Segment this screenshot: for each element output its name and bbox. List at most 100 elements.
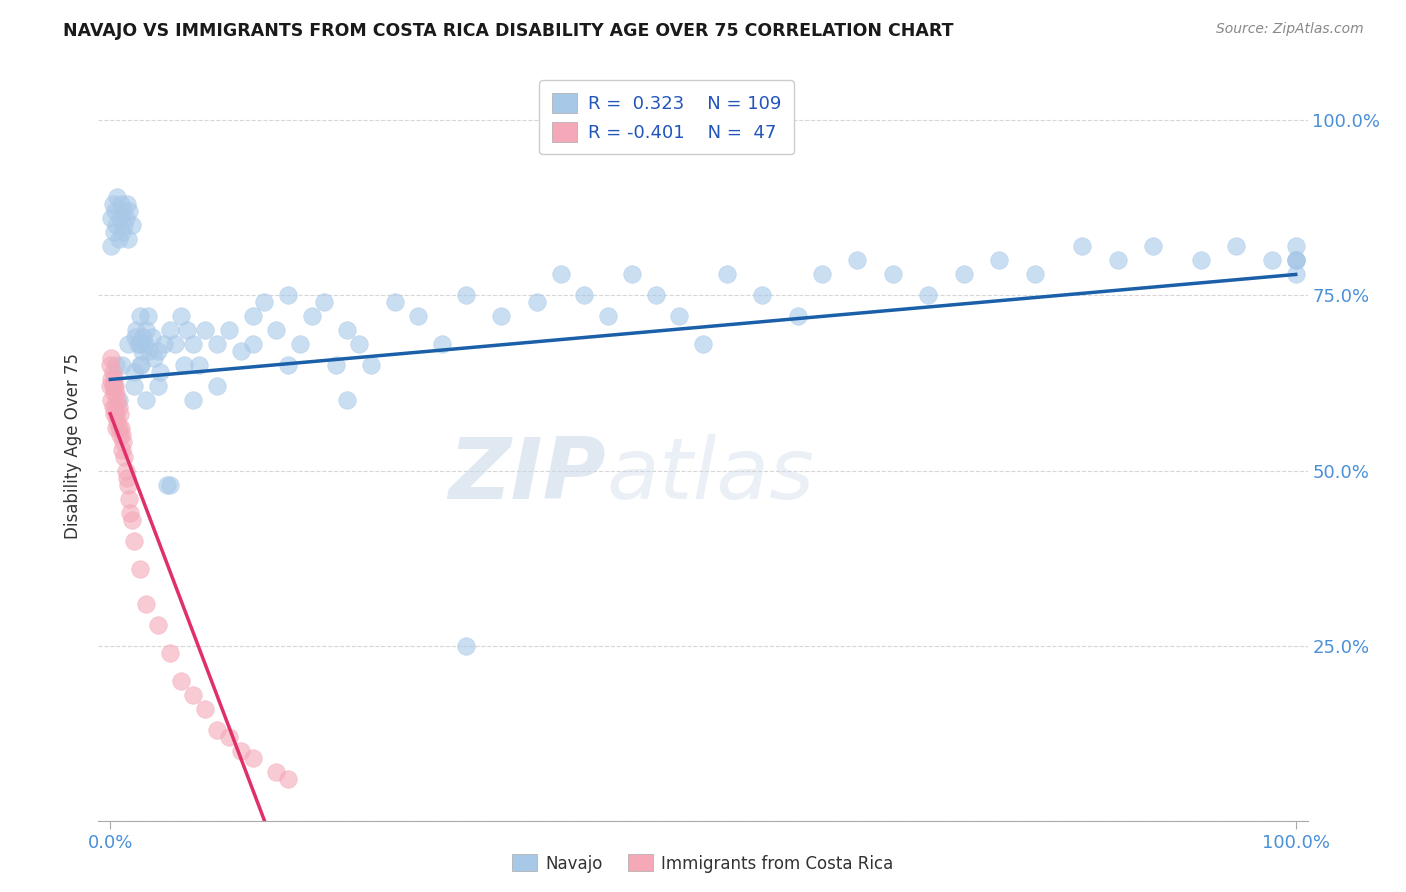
Point (105, 386, 128, 401)
Point (644, 288, 666, 302)
Point (100, 372, 122, 386)
Point (100, 211, 122, 226)
Point (105, 408, 128, 422)
Point (111, 428, 134, 442)
Point (165, 337, 187, 351)
Point (181, 337, 204, 351)
Point (301, 310, 323, 324)
Point (105, 393, 128, 408)
Point (149, 366, 172, 380)
Point (810, 268, 832, 282)
Point (194, 701, 217, 715)
Point (146, 344, 169, 359)
Point (108, 211, 131, 226)
Point (170, 673, 193, 688)
Point (264, 323, 287, 337)
Legend: R =  0.323    N = 109, R = -0.401    N =  47: R = 0.323 N = 109, R = -0.401 N = 47 (540, 80, 794, 154)
Point (104, 379, 127, 393)
Point (115, 197, 138, 211)
Point (122, 366, 145, 380)
Point (253, 295, 276, 310)
Point (668, 310, 690, 324)
Point (325, 359, 347, 373)
Point (205, 723, 228, 737)
Point (122, 379, 145, 393)
Point (205, 379, 228, 393)
Point (122, 533, 145, 548)
Point (110, 421, 132, 435)
Point (336, 323, 359, 337)
Point (692, 337, 714, 351)
Text: ZIP: ZIP (449, 434, 606, 517)
Point (115, 470, 138, 484)
Point (100, 239, 122, 253)
Point (121, 512, 143, 526)
Point (114, 463, 136, 477)
Point (146, 617, 169, 632)
Point (550, 268, 572, 282)
Point (138, 344, 160, 359)
Point (360, 359, 382, 373)
Text: atlas: atlas (606, 434, 814, 517)
Point (229, 344, 252, 359)
Point (181, 393, 204, 408)
Point (103, 226, 125, 240)
Point (454, 639, 477, 653)
Point (188, 359, 211, 373)
Point (112, 435, 135, 450)
Point (336, 393, 359, 408)
Point (620, 268, 643, 282)
Point (104, 401, 127, 415)
Point (141, 330, 163, 344)
Point (107, 421, 129, 435)
Point (277, 772, 299, 786)
Point (118, 491, 141, 506)
Point (100, 351, 122, 366)
Point (143, 351, 166, 366)
Point (242, 310, 264, 324)
Point (846, 253, 869, 268)
Point (134, 337, 156, 351)
Point (98, 359, 121, 373)
Point (218, 323, 240, 337)
Point (432, 337, 454, 351)
Point (194, 323, 217, 337)
Text: NAVAJO VS IMMIGRANTS FROM COSTA RICA DISABILITY AGE OVER 75 CORRELATION CHART: NAVAJO VS IMMIGRANTS FROM COSTA RICA DIS… (63, 22, 953, 40)
Point (136, 310, 159, 324)
Point (135, 393, 157, 408)
Point (170, 310, 193, 324)
Point (114, 450, 136, 464)
Point (107, 393, 129, 408)
Point (1189, 253, 1212, 268)
Point (1285, 253, 1308, 268)
Point (242, 337, 264, 351)
Point (112, 204, 135, 219)
Point (173, 359, 195, 373)
Point (156, 477, 179, 491)
Point (952, 268, 974, 282)
Point (229, 743, 252, 757)
Point (105, 415, 128, 429)
Point (100, 393, 122, 408)
Point (107, 232, 129, 246)
Point (277, 359, 299, 373)
Point (159, 477, 181, 491)
Point (288, 337, 311, 351)
Point (1285, 253, 1308, 268)
Point (384, 295, 406, 310)
Point (105, 421, 128, 435)
Point (124, 330, 146, 344)
Point (526, 295, 548, 310)
Point (917, 288, 939, 302)
Point (127, 337, 149, 351)
Point (1285, 239, 1308, 253)
Point (114, 211, 136, 226)
Point (1285, 253, 1308, 268)
Text: Source: ZipAtlas.com: Source: ZipAtlas.com (1216, 22, 1364, 37)
Point (101, 379, 124, 393)
Point (129, 310, 152, 324)
Point (242, 750, 264, 764)
Point (454, 288, 477, 302)
Point (716, 268, 738, 282)
Point (120, 506, 142, 520)
